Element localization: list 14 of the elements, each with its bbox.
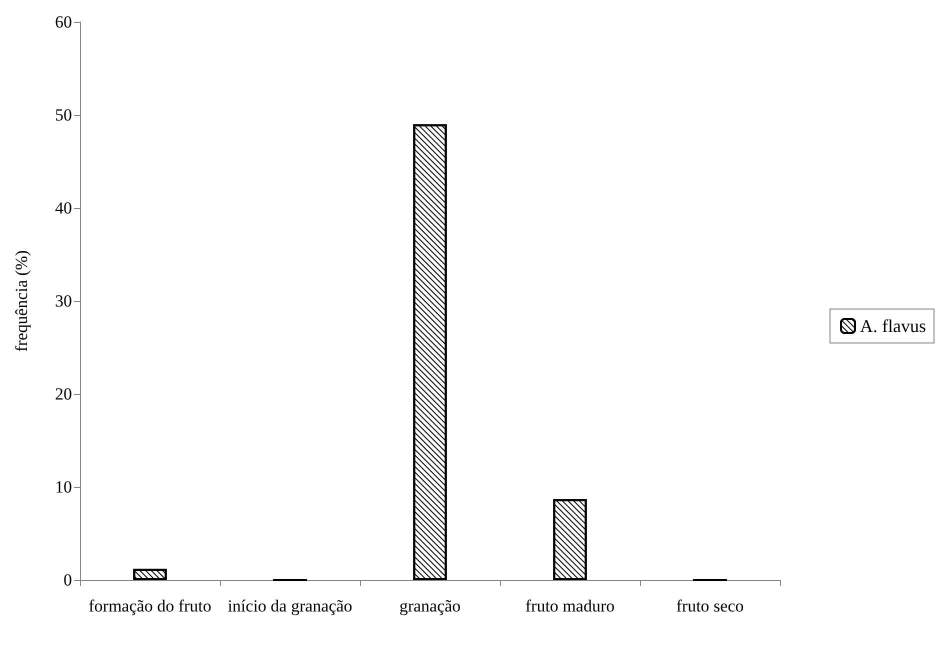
y-tick-label: 50: [55, 106, 72, 124]
y-tick-label: 20: [55, 384, 72, 404]
legend-label: A. flavus: [860, 316, 926, 336]
y-tick-label: 10: [55, 478, 72, 496]
x-tick-label: início da granação: [228, 596, 352, 616]
y-axis-title: frequência (%): [12, 250, 31, 352]
x-tick-label: granação: [399, 596, 461, 616]
y-tick-label: 0: [64, 570, 72, 590]
x-tick-label: fruto maduro: [525, 596, 615, 616]
y-tick-label: 60: [55, 12, 72, 32]
y-tick-label: 40: [55, 198, 72, 218]
x-tick-label: formação do fruto: [88, 596, 212, 616]
x-tick-label: fruto seco: [676, 596, 744, 616]
y-tick-label: 30: [55, 292, 72, 310]
